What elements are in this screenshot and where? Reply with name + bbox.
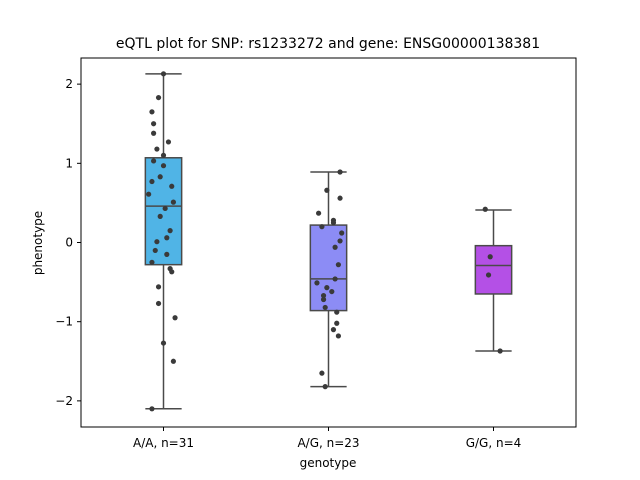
data-point — [149, 259, 155, 265]
box-2 — [309, 224, 348, 312]
data-point — [162, 205, 168, 212]
data-point — [322, 384, 328, 390]
x-tick-label: A/G, n=23 — [297, 436, 359, 450]
data-point — [324, 187, 330, 193]
x-axis-label: genotype — [300, 456, 357, 470]
data-point — [322, 304, 328, 311]
data-point — [170, 199, 176, 205]
data-point — [324, 285, 330, 291]
data-point — [172, 315, 178, 321]
data-point — [151, 158, 157, 164]
data-point — [149, 178, 155, 185]
data-point — [155, 94, 162, 101]
data-point — [482, 206, 488, 212]
data-point — [485, 272, 492, 278]
data-point — [314, 280, 320, 286]
data-point — [160, 163, 167, 169]
data-point — [320, 292, 327, 299]
y-axis-label: phenotype — [31, 211, 45, 275]
plot-marks — [144, 71, 513, 412]
data-point — [164, 235, 170, 241]
y-tick-label: 1 — [65, 156, 73, 170]
data-point — [332, 244, 338, 250]
data-point — [330, 327, 337, 333]
data-point — [160, 152, 167, 158]
data-point — [319, 224, 325, 230]
data-point — [497, 348, 503, 354]
data-point — [152, 247, 158, 254]
y-tick-label: 0 — [65, 236, 73, 250]
data-point — [167, 228, 173, 234]
data-point — [165, 139, 172, 145]
data-point — [337, 169, 343, 175]
data-point — [332, 276, 338, 282]
y-tick-label: −2 — [55, 394, 73, 408]
data-point — [146, 191, 152, 197]
data-point — [155, 284, 162, 290]
data-point — [316, 210, 322, 216]
data-point — [149, 109, 155, 115]
data-point — [157, 174, 163, 180]
data-point — [155, 300, 162, 307]
data-point — [154, 146, 160, 152]
data-point — [334, 320, 340, 326]
box-1 — [144, 157, 183, 266]
data-point — [149, 406, 155, 412]
data-point — [335, 262, 341, 268]
data-point — [487, 254, 493, 260]
chart-title: eQTL plot for SNP: rs1233272 and gene: E… — [116, 36, 540, 52]
data-point — [170, 358, 176, 364]
box-3 — [474, 244, 513, 295]
data-point — [169, 269, 175, 275]
data-point — [169, 183, 175, 189]
data-point — [329, 288, 335, 295]
x-tick-label: G/G, n=4 — [466, 436, 522, 450]
data-point — [330, 220, 337, 226]
data-point — [151, 130, 157, 136]
data-point — [160, 340, 167, 346]
y-tick-label: −1 — [55, 315, 73, 329]
data-point — [164, 251, 170, 257]
y-tick-label: 2 — [65, 77, 73, 91]
axes: −2 −1 0 1 2 A/A, n=31 A/G, n=23 G/G, n=4 — [55, 57, 577, 450]
data-point — [335, 333, 341, 339]
data-point — [157, 213, 163, 219]
data-point — [337, 238, 343, 244]
data-point — [337, 195, 343, 201]
data-point — [320, 296, 327, 303]
data-point — [154, 239, 160, 245]
data-point — [151, 121, 157, 127]
data-point — [334, 309, 340, 315]
data-point — [319, 370, 325, 376]
data-point — [339, 230, 345, 236]
x-tick-label: A/A, n=31 — [133, 436, 194, 450]
data-point — [160, 71, 167, 77]
